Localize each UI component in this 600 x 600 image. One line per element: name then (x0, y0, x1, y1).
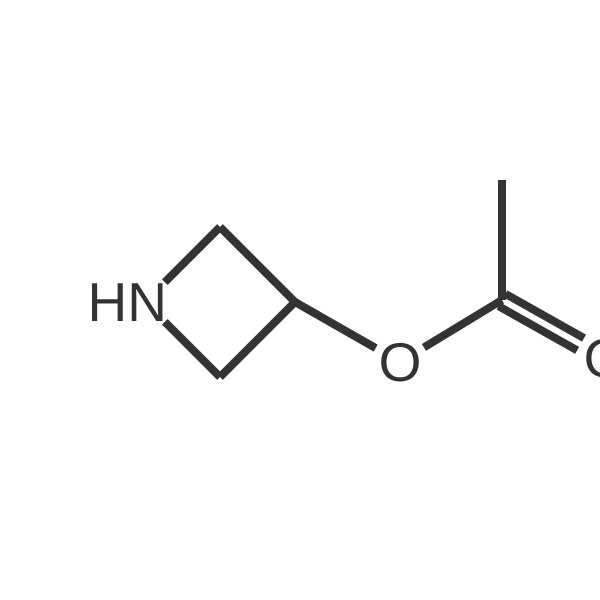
atom-label-N: HN (88, 271, 167, 333)
bond-line (220, 302, 295, 377)
bond-line (165, 227, 220, 282)
bond-line (220, 227, 295, 302)
atom-label-O_ester: O (379, 331, 422, 393)
molecule-diagram: HN O O (0, 0, 600, 600)
bond-line (424, 300, 502, 347)
bond-line (165, 322, 220, 377)
bond-line (295, 302, 376, 348)
atom-label-O_dbl: O (584, 327, 600, 389)
